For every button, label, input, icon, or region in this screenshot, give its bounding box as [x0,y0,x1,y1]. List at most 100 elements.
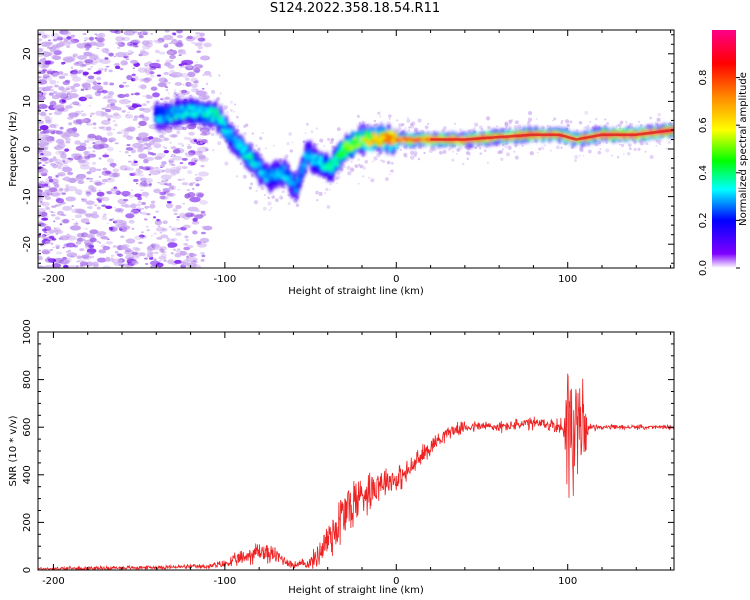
noise-blob [51,205,57,208]
noise-blob [123,198,129,202]
ridge-blob [334,160,339,165]
noise-blob [180,89,188,94]
noise-blob [110,258,115,263]
noise-blob [142,103,147,107]
y-tick-label: 1000 [22,319,33,344]
noise-blob [140,84,147,90]
halo-blob [324,192,327,195]
noise-blob [184,235,189,239]
noise-blob [144,80,150,84]
halo-blob [417,157,421,161]
halo-blob [326,205,331,209]
noise-blob [133,159,136,161]
noise-blob [101,47,110,53]
noise-blob [50,130,56,135]
halo-blob [410,124,415,129]
halo-blob [465,151,470,155]
noise-blob [51,54,59,60]
noise-blob [181,73,189,78]
noise-blob [167,82,171,84]
halo-blob [389,173,392,176]
noise-blob [96,37,106,43]
noise-blob [139,51,150,56]
halo-blob [622,152,625,155]
noise-blob [97,257,107,263]
noise-blob [38,86,46,92]
noise-blob [75,222,79,225]
noise-blob [191,41,196,44]
ridge-blob [288,174,294,180]
noise-blob [134,235,144,240]
noise-blob [153,258,157,261]
noise-blob [163,183,168,185]
noise-blob [167,192,176,197]
halo-blob [380,159,383,162]
noise-blob [41,167,47,171]
halo-blob [413,127,418,132]
halo-blob [536,151,539,154]
x-tick-label: 0 [393,274,399,285]
noise-blob [196,126,202,129]
noise-blob [186,35,193,40]
halo-blob [316,143,320,146]
noise-blob [38,211,43,215]
halo-blob [224,161,229,166]
halo-blob [197,142,200,145]
noise-blob [90,112,95,115]
noise-blob [185,81,192,87]
halo-blob [234,103,237,106]
noise-blob [100,244,107,248]
noise-blob [50,107,54,110]
noise-blob [177,178,183,181]
noise-blob [176,227,181,230]
halo-blob [555,145,560,150]
noise-blob [62,256,67,260]
x-tick-label: -200 [42,274,65,285]
noise-blob [159,232,163,234]
noise-blob [43,183,49,187]
noise-blob [52,246,56,249]
noise-blob [72,132,80,138]
ridge-blob [256,161,262,168]
noise-blob [50,242,54,245]
noise-blob [184,193,191,199]
ridge-blob [281,164,287,172]
noise-blob [138,132,149,138]
noise-blob [173,155,177,157]
noise-blob [48,158,54,163]
noise-blob [61,213,67,217]
noise-blob [162,220,168,225]
halo-blob [461,162,465,166]
y-tick-label: 200 [22,513,33,532]
noise-blob [46,256,51,259]
noise-blob [186,245,194,249]
noise-blob [62,73,69,77]
noise-blob [89,166,97,173]
halo-blob [251,132,254,135]
halo-blob [255,189,258,193]
halo-blob [583,126,586,129]
noise-blob [163,149,169,154]
snr-series-line [38,373,674,570]
noise-blob [129,172,131,174]
noise-blob [55,204,58,207]
halo-blob [403,152,408,157]
noise-blob [106,131,113,137]
halo-blob [257,147,261,151]
noise-blob [74,140,81,145]
noise-blob [123,30,136,36]
noise-blob [114,208,124,213]
noise-blob [98,175,102,178]
halo-blob [575,129,579,132]
halo-blob [373,156,378,161]
noise-blob [172,38,176,41]
noise-blob [201,254,206,258]
noise-blob [153,137,161,143]
noise-blob [163,259,167,262]
noise-blob [42,50,48,54]
halo-blob [639,141,644,146]
noise-blob [98,143,109,149]
noise-blob [80,88,85,91]
noise-blob [201,88,205,90]
noise-blob [38,234,41,238]
